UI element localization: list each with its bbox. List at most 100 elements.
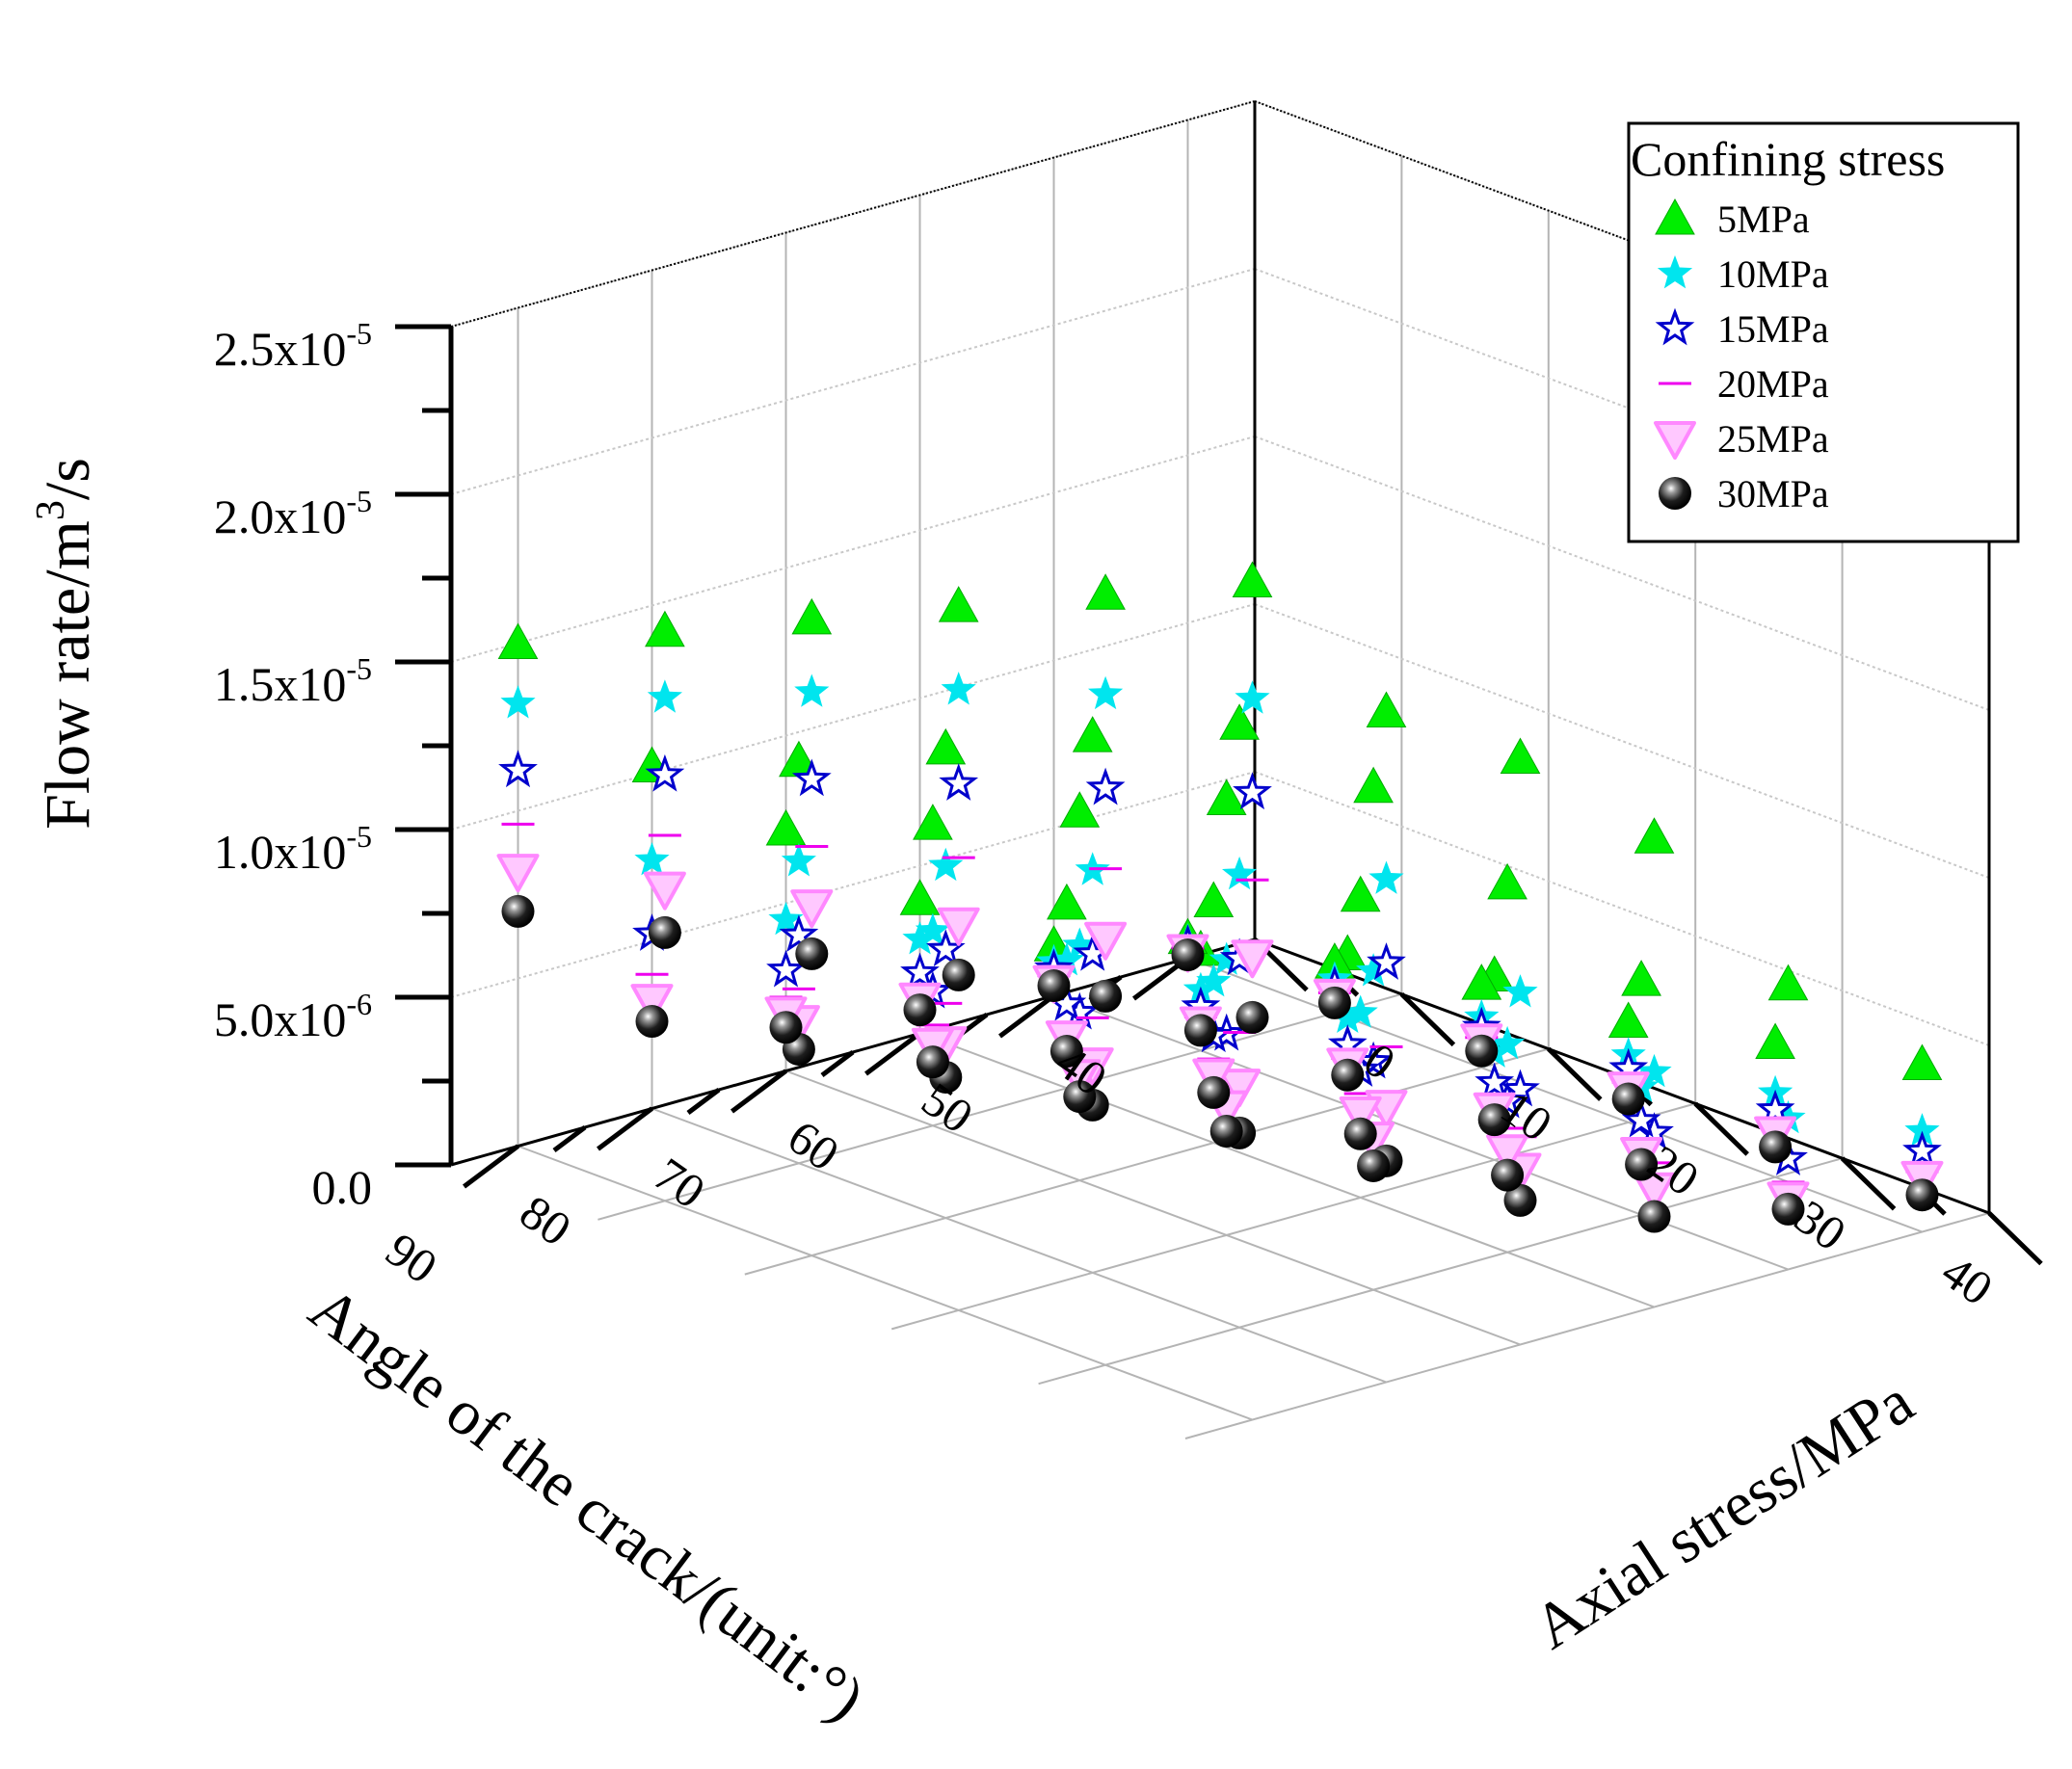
data-point	[1233, 772, 1272, 810]
angle-major-tick	[731, 1069, 787, 1114]
data-point	[768, 901, 804, 936]
legend-marker-10MPa	[1657, 255, 1693, 289]
data-point	[635, 1005, 669, 1039]
data-point	[794, 673, 830, 707]
z-tick-label: 1.5x10-5	[214, 651, 372, 711]
z-grid-line	[450, 603, 1256, 831]
data-point	[765, 808, 807, 846]
floor-grid-line	[919, 1032, 1655, 1308]
floor-grid-line	[1184, 1212, 1990, 1439]
data-point	[1755, 1022, 1795, 1059]
data-point	[913, 804, 953, 840]
z-grid-line	[1254, 603, 1990, 879]
series-5MPa	[497, 561, 1943, 1080]
data-point	[1474, 1062, 1515, 1100]
data-point	[634, 842, 670, 876]
angle-tick-label: 90	[377, 1222, 447, 1294]
angle-major-tick	[864, 1031, 921, 1076]
data-point	[1218, 1069, 1262, 1108]
data-point	[1357, 1149, 1391, 1182]
legend-entries: 5MPa 10MPa 15MPa 20MPa 25MPa 30MPa	[1654, 198, 1829, 515]
data-point	[779, 914, 819, 952]
floor-grid-line	[1038, 1157, 1843, 1386]
data-point	[790, 889, 834, 929]
angle-tick-label: 80	[511, 1184, 581, 1256]
data-point	[496, 854, 540, 893]
data-point	[1049, 1035, 1083, 1069]
data-point	[1339, 1096, 1382, 1135]
data-point	[1368, 860, 1404, 894]
data-point	[1183, 1014, 1217, 1047]
top-frame-line	[450, 100, 1256, 328]
data-point	[1059, 791, 1101, 828]
data-point	[925, 727, 967, 765]
axial-major-tick	[1840, 1156, 1897, 1211]
data-point	[1343, 1117, 1377, 1150]
data-point	[937, 907, 980, 946]
data-point	[1356, 953, 1392, 987]
data-point	[1502, 974, 1538, 1008]
data-point	[1235, 1000, 1269, 1034]
data-point	[791, 758, 832, 797]
data-point	[501, 894, 535, 928]
angle-tick-label: 50	[913, 1071, 983, 1144]
data-point	[1206, 779, 1247, 815]
angle-minor-tick	[820, 1050, 855, 1077]
data-point	[1084, 921, 1128, 961]
z-grid-line	[450, 771, 1256, 998]
data-point	[1905, 1178, 1939, 1212]
data-point	[1353, 766, 1394, 804]
legend-marker-5MPa	[1655, 198, 1695, 235]
floor-grid-line	[518, 1145, 1253, 1421]
data-point	[1171, 938, 1205, 972]
data-point	[1219, 703, 1260, 740]
data-point	[1621, 960, 1661, 996]
legend-title: Confining stress	[1631, 132, 1945, 186]
data-point	[1085, 767, 1126, 805]
data-point	[1196, 964, 1232, 997]
data-point	[1625, 1148, 1659, 1181]
data-point	[1621, 1099, 1661, 1138]
data-point	[781, 843, 816, 877]
data-point	[648, 915, 681, 949]
data-point	[1232, 561, 1273, 597]
angle-major-tick	[998, 993, 1055, 1039]
data-point	[1331, 1058, 1365, 1092]
data-point	[498, 750, 538, 788]
data-point	[899, 879, 941, 915]
axial-tick-label: 40	[1932, 1244, 2003, 1316]
data-point	[1491, 1158, 1525, 1192]
data-point	[1193, 881, 1235, 918]
data-point	[1317, 986, 1351, 1019]
data-point	[1222, 856, 1258, 890]
z-tick-label: 2.5x10-5	[214, 316, 372, 376]
data-point	[1197, 1075, 1231, 1109]
data-point	[1231, 939, 1274, 979]
data-point	[915, 912, 950, 946]
axial-axis-title: Axial stress/MPa	[1522, 1366, 1926, 1663]
legend-box	[1627, 121, 2020, 543]
data-point	[1465, 1034, 1499, 1068]
data-point	[645, 610, 685, 647]
legend-label: 15MPa	[1717, 307, 1829, 351]
data-point	[1088, 675, 1124, 710]
legend-marker-30MPa	[1659, 477, 1691, 510]
data-point	[647, 679, 682, 713]
z-axis-title: Flow rate/m3/s	[29, 458, 103, 830]
angle-major-tick	[463, 1144, 519, 1189]
legend: Confining stress 5MPa 10MPa 15MPa 20MPa 25MP…	[1627, 121, 2020, 543]
data-point	[938, 586, 979, 622]
data-points	[496, 561, 1944, 1233]
data-point	[766, 949, 806, 988]
floor-grid-line	[1187, 957, 1923, 1233]
data-point	[500, 685, 536, 719]
legend-label: 30MPa	[1717, 472, 1829, 515]
data-point	[900, 952, 940, 990]
angle-minor-tick	[552, 1125, 587, 1152]
data-point	[1904, 1113, 1940, 1147]
data-point	[630, 984, 674, 1023]
legend-label: 10MPa	[1717, 252, 1829, 296]
data-point	[497, 622, 539, 659]
axial-major-tick	[1987, 1211, 2043, 1266]
floor-grid-line	[890, 1102, 1696, 1331]
